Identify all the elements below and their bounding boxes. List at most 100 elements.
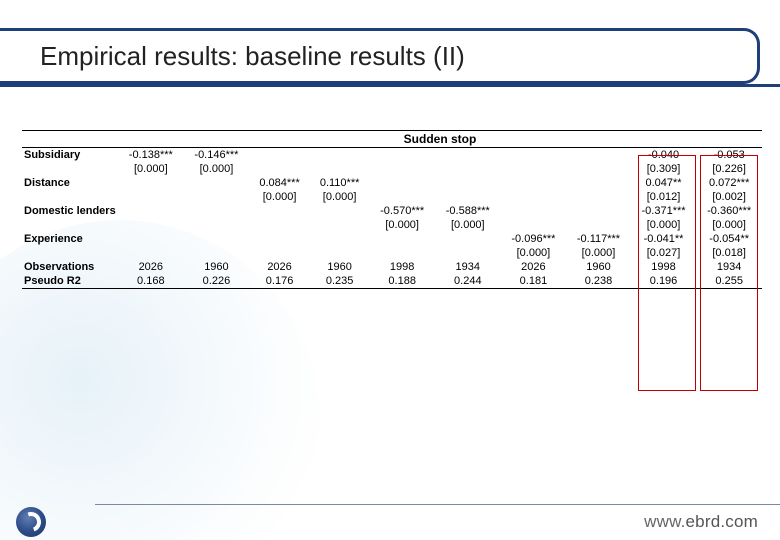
cell: 0.110*** [310, 176, 370, 190]
cell [501, 218, 567, 232]
cell: [0.000] [310, 190, 370, 204]
cell: -0.054** [696, 232, 762, 246]
cell: 0.196 [631, 274, 697, 289]
cell [501, 204, 567, 218]
cell [435, 190, 501, 204]
cell [435, 176, 501, 190]
cell [501, 148, 567, 163]
table-header-row: Sudden stop [22, 131, 762, 148]
cell [184, 176, 250, 190]
slide: Empirical results: baseline results (II)… [0, 0, 780, 540]
cell [501, 162, 567, 176]
cell [249, 162, 310, 176]
cell: [0.000] [501, 246, 567, 260]
footer-divider [95, 504, 780, 505]
cell: [0.226] [696, 162, 762, 176]
cell [118, 246, 184, 260]
cell [501, 176, 567, 190]
title-underline [0, 84, 780, 87]
table-row: Observations 2026 1960 2026 1960 1998 19… [22, 260, 762, 274]
cell [310, 218, 370, 232]
cell [310, 246, 370, 260]
cell [184, 218, 250, 232]
table-row: Pseudo R2 0.168 0.226 0.176 0.235 0.188 … [22, 274, 762, 289]
cell: -0.041** [631, 232, 697, 246]
cell: -0.117*** [566, 232, 630, 246]
title-frame: Empirical results: baseline results (II) [0, 28, 760, 84]
cell [369, 232, 435, 246]
url-domain: ebrd.com [686, 512, 758, 531]
cell: -0.096*** [501, 232, 567, 246]
cell: -0.570*** [369, 204, 435, 218]
cell [566, 176, 630, 190]
cell [566, 190, 630, 204]
cell: -0.371*** [631, 204, 697, 218]
cell [118, 232, 184, 246]
row-label: Observations [22, 260, 118, 274]
cell: 0.072*** [696, 176, 762, 190]
ebrd-logo [16, 507, 46, 537]
cell: 0.235 [310, 274, 370, 289]
cell [249, 148, 310, 163]
cell: 0.244 [435, 274, 501, 289]
cell: [0.000] [369, 218, 435, 232]
cell: [0.018] [696, 246, 762, 260]
cell [369, 148, 435, 163]
footer: www.ebrd.com [0, 504, 780, 540]
cell [249, 246, 310, 260]
cell: 0.188 [369, 274, 435, 289]
cell: -0.138*** [118, 148, 184, 163]
url-prefix: www. [644, 512, 685, 531]
row-label [22, 162, 118, 176]
cell [310, 232, 370, 246]
cell: 0.047** [631, 176, 697, 190]
cell [566, 218, 630, 232]
cell: [0.309] [631, 162, 697, 176]
cell [369, 176, 435, 190]
cell [566, 204, 630, 218]
row-label: Distance [22, 176, 118, 190]
regression-table: Sudden stop Subsidiary -0.138*** -0.146*… [22, 130, 762, 289]
cell [501, 190, 567, 204]
cell [435, 246, 501, 260]
cell: [0.000] [184, 162, 250, 176]
row-label: Experience [22, 232, 118, 246]
cell: [0.000] [631, 218, 697, 232]
cell: [0.000] [435, 218, 501, 232]
cell: 0.181 [501, 274, 567, 289]
cell [184, 246, 250, 260]
footer-url: www.ebrd.com [644, 512, 758, 532]
row-label [22, 218, 118, 232]
cell: [0.000] [249, 190, 310, 204]
cell: 2026 [118, 260, 184, 274]
cell [310, 162, 370, 176]
cell: -0.053 [696, 148, 762, 163]
cell: [0.027] [631, 246, 697, 260]
logo-circle-icon [16, 507, 46, 537]
cell [249, 218, 310, 232]
cell [184, 204, 250, 218]
cell: 0.255 [696, 274, 762, 289]
cell [369, 190, 435, 204]
table-row: [0.000] [0.000] [0.027] [0.018] [22, 246, 762, 260]
cell [435, 232, 501, 246]
cell: 2026 [249, 260, 310, 274]
cell: 1960 [566, 260, 630, 274]
cell: -0.146*** [184, 148, 250, 163]
row-label: Subsidiary [22, 148, 118, 163]
cell: [0.000] [118, 162, 184, 176]
cell [118, 176, 184, 190]
cell [369, 246, 435, 260]
cell: 0.226 [184, 274, 250, 289]
table-row: [0.000] [0.000] [0.012] [0.002] [22, 190, 762, 204]
cell: 1960 [184, 260, 250, 274]
cell [435, 148, 501, 163]
cell [184, 232, 250, 246]
cell [184, 190, 250, 204]
row-label: Pseudo R2 [22, 274, 118, 289]
table-row: Domestic lenders -0.570*** -0.588*** -0.… [22, 204, 762, 218]
cell [310, 148, 370, 163]
table-row: Subsidiary -0.138*** -0.146*** -0.040 -0… [22, 148, 762, 163]
cell [118, 218, 184, 232]
cell: 2026 [501, 260, 567, 274]
